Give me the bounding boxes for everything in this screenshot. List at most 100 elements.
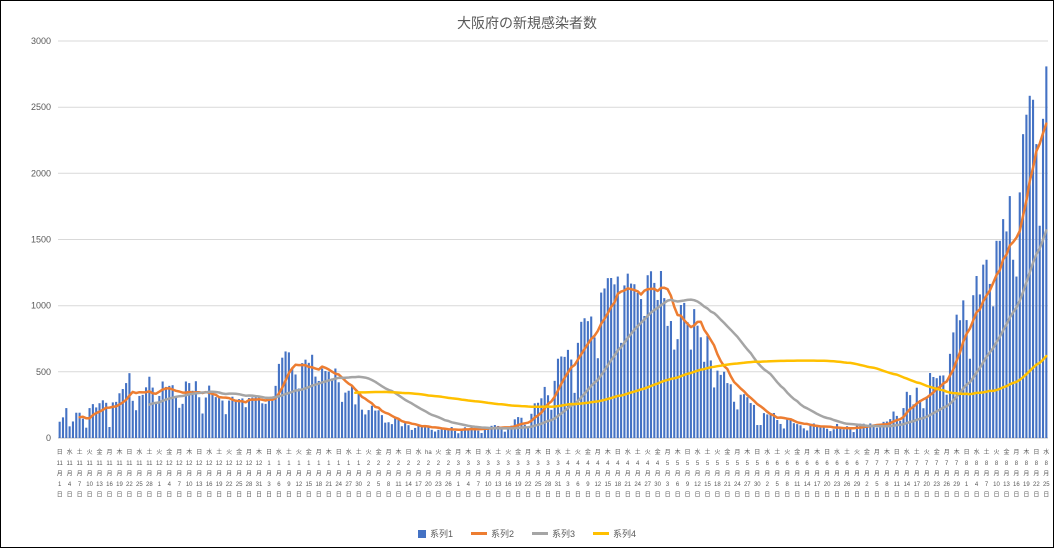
bar[interactable] xyxy=(91,404,94,438)
bar[interactable] xyxy=(238,399,241,438)
bar[interactable] xyxy=(706,335,709,438)
bar[interactable] xyxy=(271,400,274,438)
bar[interactable] xyxy=(782,428,785,438)
bar[interactable] xyxy=(895,415,898,438)
bar[interactable] xyxy=(769,412,772,438)
bar[interactable] xyxy=(483,426,486,438)
bar[interactable] xyxy=(261,403,264,438)
bar[interactable] xyxy=(68,426,71,438)
bar[interactable] xyxy=(181,403,184,438)
bar[interactable] xyxy=(842,429,845,438)
bar[interactable] xyxy=(135,410,138,438)
bar[interactable] xyxy=(125,383,128,438)
bar[interactable] xyxy=(443,429,447,438)
bar[interactable] xyxy=(85,427,88,438)
bar[interactable] xyxy=(610,278,613,438)
line-series[interactable] xyxy=(148,229,1048,430)
bar[interactable] xyxy=(201,413,204,438)
bar[interactable] xyxy=(88,408,91,438)
bar[interactable] xyxy=(659,271,663,438)
bar[interactable] xyxy=(596,358,599,438)
bar[interactable] xyxy=(430,429,433,438)
bar[interactable] xyxy=(932,376,935,438)
bar[interactable] xyxy=(327,371,330,438)
bar[interactable] xyxy=(510,425,513,438)
bar[interactable] xyxy=(291,367,294,438)
bar[interactable] xyxy=(742,394,746,438)
bar[interactable] xyxy=(417,424,420,438)
bar[interactable] xyxy=(749,403,752,438)
bar[interactable] xyxy=(274,385,277,438)
bar[interactable] xyxy=(118,393,121,438)
bar[interactable] xyxy=(905,391,908,438)
bar[interactable] xyxy=(696,325,699,438)
bar[interactable] xyxy=(603,288,606,438)
bar[interactable] xyxy=(174,396,177,438)
bar[interactable] xyxy=(460,429,463,438)
bar[interactable] xyxy=(473,428,476,438)
bar[interactable] xyxy=(537,402,540,438)
bar[interactable] xyxy=(71,421,74,438)
bar[interactable] xyxy=(736,409,739,438)
bar[interactable] xyxy=(307,362,310,438)
line-series[interactable] xyxy=(78,122,1048,432)
bar[interactable] xyxy=(666,325,669,438)
bar[interactable] xyxy=(168,385,171,438)
bar[interactable] xyxy=(247,398,251,438)
bar[interactable] xyxy=(144,387,148,438)
bar[interactable] xyxy=(317,380,320,438)
bar[interactable] xyxy=(374,410,377,438)
bar[interactable] xyxy=(301,363,304,438)
bar[interactable] xyxy=(500,429,503,438)
bar[interactable] xyxy=(467,429,470,438)
bar[interactable] xyxy=(852,432,855,438)
bar[interactable] xyxy=(337,382,340,438)
bar[interactable] xyxy=(304,359,307,438)
bar[interactable] xyxy=(832,429,835,438)
bar[interactable] xyxy=(829,431,832,438)
bar[interactable] xyxy=(882,421,885,438)
bar[interactable] xyxy=(553,380,556,438)
bar[interactable] xyxy=(384,422,387,438)
bar[interactable] xyxy=(580,321,583,438)
bar[interactable] xyxy=(477,430,480,438)
bar[interactable] xyxy=(752,404,756,438)
bar[interactable] xyxy=(653,282,656,438)
bar[interactable] xyxy=(649,271,653,438)
bar[interactable] xyxy=(370,405,373,438)
bar[interactable] xyxy=(287,352,290,438)
bar[interactable] xyxy=(111,402,114,438)
bar[interactable] xyxy=(776,420,779,438)
bar[interactable] xyxy=(779,423,782,438)
bar[interactable] xyxy=(400,426,403,438)
bar[interactable] xyxy=(1015,276,1018,438)
bar[interactable] xyxy=(507,426,510,438)
bar[interactable] xyxy=(816,425,819,438)
bar[interactable] xyxy=(214,397,217,438)
bar[interactable] xyxy=(188,383,191,438)
bar[interactable] xyxy=(686,322,689,438)
bar[interactable] xyxy=(938,375,942,438)
bar[interactable] xyxy=(995,240,998,438)
bar[interactable] xyxy=(849,428,852,438)
bar[interactable] xyxy=(766,414,769,438)
line-series[interactable] xyxy=(354,354,1048,409)
bar[interactable] xyxy=(550,409,553,438)
bar[interactable] xyxy=(440,429,443,438)
bar[interactable] xyxy=(543,386,546,438)
bar[interactable] xyxy=(404,423,407,438)
bar[interactable] xyxy=(809,423,812,438)
bar[interactable] xyxy=(158,395,161,438)
legend-item-1[interactable]: 系列1 xyxy=(417,527,453,540)
bar[interactable] xyxy=(958,320,962,438)
bar[interactable] xyxy=(639,299,643,438)
bar[interactable] xyxy=(95,407,98,438)
bar[interactable] xyxy=(1035,144,1038,438)
bar[interactable] xyxy=(726,383,729,438)
bar[interactable] xyxy=(267,400,271,438)
bar[interactable] xyxy=(523,424,526,438)
bar[interactable] xyxy=(244,407,247,438)
bar[interactable] xyxy=(962,300,965,438)
bar[interactable] xyxy=(148,376,151,438)
bar[interactable] xyxy=(636,292,639,438)
